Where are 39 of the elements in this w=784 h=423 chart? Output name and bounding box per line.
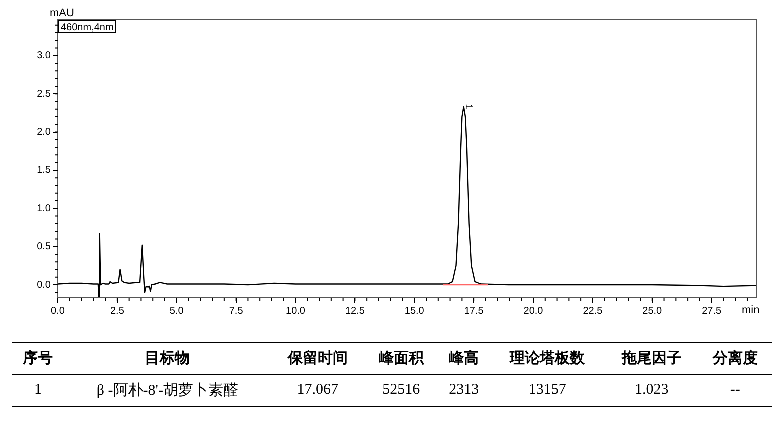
x-axis-title: min (742, 304, 760, 317)
text: 13157 (528, 381, 568, 400)
text: 拖尾因子 (620, 350, 683, 369)
x-tick-label: 0.0 (51, 306, 66, 317)
y-axis-title: mAU (50, 8, 74, 20)
text: 峰高 (448, 349, 480, 369)
x-tick-label: 7.5 (229, 306, 244, 317)
x-tick-label: 2.5 (110, 306, 125, 317)
text: 序号 (22, 349, 54, 369)
text: 峰面积 (378, 350, 426, 369)
text: 分离度 (712, 349, 759, 369)
text: 17.067 (296, 381, 340, 400)
x-tick-label: 27.5 (702, 306, 722, 317)
x-tick-label: 22.5 (583, 306, 604, 317)
x-tick-label: 5.0 (170, 306, 184, 317)
y-tick-label: 2.0 (37, 127, 52, 138)
y-tick-label: 0.5 (37, 242, 52, 253)
text: 52516 (382, 381, 422, 400)
x-tick-label: 25.0 (642, 306, 663, 317)
text: 目标物 (144, 350, 192, 369)
x-tick-label: 15.0 (404, 306, 425, 317)
y-tick-label: 0.0 (37, 280, 52, 291)
y-tick-label: 1.0 (37, 203, 52, 214)
text: 2313 (448, 381, 480, 400)
text: 理论塔板数 (508, 349, 586, 369)
annotation: 460nm,4nm (61, 22, 114, 34)
y-tick-label: 1.5 (37, 165, 52, 176)
text: 1.023 (634, 381, 670, 400)
text: 保留时间 (286, 349, 349, 369)
y-tick-label: 3.0 (37, 50, 52, 62)
text: 1 (33, 381, 43, 400)
x-tick-label: 10.0 (286, 306, 306, 317)
text: -- (729, 381, 742, 400)
x-tick-label: 17.5 (464, 306, 484, 317)
text: β -阿朴-8'-胡萝卜素醛 (96, 382, 240, 401)
annotation: 1 (463, 104, 474, 110)
x-tick-label: 12.5 (345, 306, 366, 317)
x-tick-label: 20.0 (524, 306, 544, 317)
y-tick-label: 2.5 (37, 88, 52, 100)
